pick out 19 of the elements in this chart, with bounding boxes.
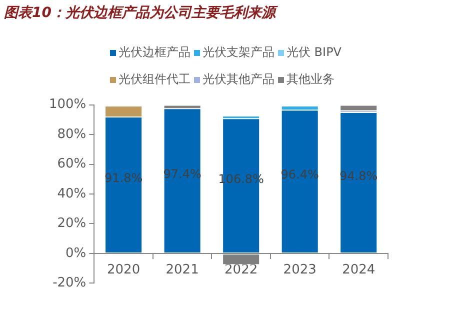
- x-tick-label: 2022: [224, 262, 258, 278]
- y-tick-label: 100%: [48, 97, 86, 112]
- legend-label: 光伏支架产品: [202, 44, 274, 61]
- y-tick-label: 0%: [66, 246, 86, 261]
- x-tick-label: 2023: [283, 262, 316, 278]
- legend-label: 其他业务: [286, 71, 334, 88]
- legend-label: 光伏边框产品: [118, 44, 190, 61]
- y-tick-label: -20%: [52, 276, 86, 291]
- x-tick-label: 2021: [166, 262, 199, 278]
- y-tick-label: 20%: [57, 216, 86, 232]
- y-tick-label: 80%: [57, 126, 86, 142]
- y-tick-label: 60%: [57, 156, 86, 172]
- y-tick-label: 40%: [57, 186, 86, 202]
- legend-label: 光伏其他产品: [202, 71, 274, 88]
- legend-label: 光伏 BIPV: [286, 44, 342, 61]
- chart-title: 图表10：光伏边框产品为公司主要毛利来源: [3, 4, 279, 22]
- x-tick-label: 2024: [342, 262, 376, 278]
- legend-label: 光伏组件代工: [118, 71, 190, 88]
- x-tick-label: 2020: [107, 262, 140, 278]
